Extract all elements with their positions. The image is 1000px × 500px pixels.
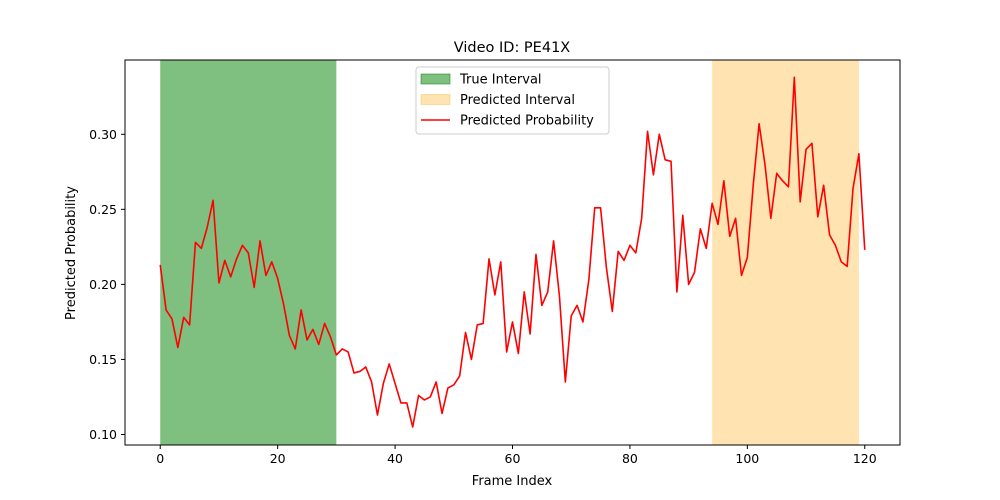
y-tick-label: 0.30: [89, 127, 117, 142]
x-tick-label: 20: [270, 451, 286, 466]
y-axis-label: Predicted Probability: [64, 186, 79, 320]
legend-label-predicted-interval: Predicted Interval: [460, 93, 575, 108]
x-tick-label: 120: [853, 451, 877, 466]
x-tick-label: 100: [735, 451, 759, 466]
legend-label-true-interval: True Interval: [459, 73, 542, 88]
legend-box: [415, 66, 610, 135]
y-tick-label: 0.25: [89, 202, 117, 217]
series-line-0: [159, 76, 866, 428]
chart-title: Video ID: PE41X: [454, 40, 571, 56]
y-tick-label: 0.20: [89, 277, 117, 292]
legend-swatch-true-interval: [420, 73, 451, 85]
x-tick-label: 0: [156, 451, 164, 466]
x-tick-label: 60: [505, 451, 521, 466]
y-tick-label: 0.15: [89, 352, 117, 367]
legend: True Interval Predicted Interval Predicted…: [415, 66, 610, 135]
line-layer: [159, 76, 866, 428]
y-tick-label: 0.10: [89, 427, 117, 442]
y-axis: 0.10 0.15 0.20 0.25 0.30: [89, 127, 125, 442]
interval-band-1: [712, 60, 859, 445]
legend-label-predicted-probability: Predicted Probability: [460, 114, 594, 129]
x-tick-label: 40: [387, 451, 403, 466]
x-tick-label: 80: [622, 451, 638, 466]
x-axis-label: Frame Index: [472, 474, 553, 489]
legend-swatch-predicted-interval: [420, 94, 451, 105]
x-axis: 0 20 40 60 80 100 120: [156, 445, 877, 466]
